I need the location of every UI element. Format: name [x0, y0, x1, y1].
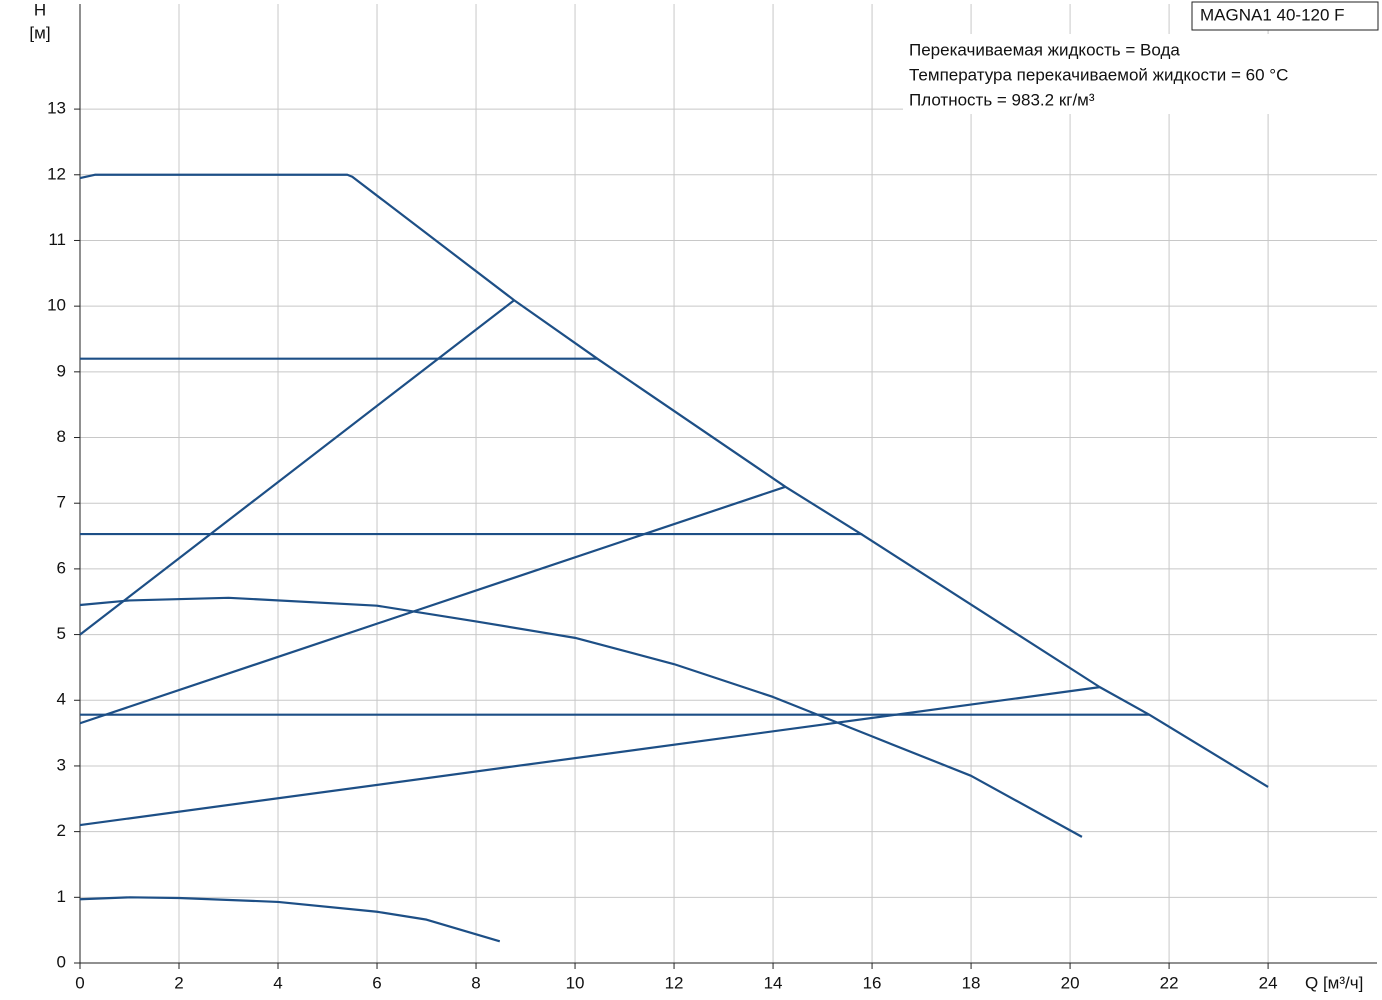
y-tick-label: 13 [47, 99, 66, 118]
y-tick-label: 2 [57, 821, 66, 840]
curve [79, 485, 786, 725]
annotation-background [903, 34, 1379, 114]
annotation: Температура перекачиваемой жидкости = 60… [909, 65, 1288, 84]
y-tick-label: 11 [48, 230, 66, 249]
y-tick-label: 4 [57, 690, 66, 709]
y-axis-label: H [34, 0, 46, 19]
annotation: Плотность = 983.2 кг/м³ [909, 90, 1095, 109]
x-tick-label: 4 [273, 973, 282, 992]
x-tick-label: 20 [1061, 973, 1080, 992]
y-tick-label: 9 [57, 361, 66, 380]
x-axis-label: Q [м³/ч] [1305, 973, 1363, 992]
y-axis-unit: [м] [29, 23, 50, 42]
y-tick-label: 8 [57, 427, 66, 446]
x-tick-label: 2 [174, 973, 183, 992]
curve [79, 173, 1269, 788]
y-tick-label: 1 [57, 887, 66, 906]
x-tick-label: 10 [566, 973, 585, 992]
x-tick-label: 12 [665, 973, 684, 992]
curve [79, 596, 1083, 838]
x-tick-label: 6 [372, 973, 381, 992]
x-tick-label: 14 [764, 973, 783, 992]
curve [79, 299, 515, 636]
x-tick-label: 0 [75, 973, 84, 992]
title-box [1191, 1, 1379, 31]
x-tick-label: 22 [1160, 973, 1179, 992]
y-tick-label: 10 [47, 296, 66, 315]
x-tick-label: 16 [863, 973, 882, 992]
y-tick-label: 7 [57, 493, 66, 512]
chart-title: MAGNA1 40-120 F [1200, 5, 1345, 24]
y-tick-label: 6 [57, 558, 66, 577]
y-tick-label: 12 [47, 164, 66, 183]
curve [79, 896, 501, 943]
x-tick-label: 24 [1259, 973, 1278, 992]
y-tick-label: 5 [57, 624, 66, 643]
y-tick-label: 3 [57, 755, 66, 774]
x-tick-label: 8 [471, 973, 480, 992]
annotation: Перекачиваемая жидкость = Вода [909, 40, 1180, 59]
x-tick-label: 18 [962, 973, 981, 992]
y-tick-label: 0 [57, 952, 66, 971]
curve [79, 686, 1100, 827]
